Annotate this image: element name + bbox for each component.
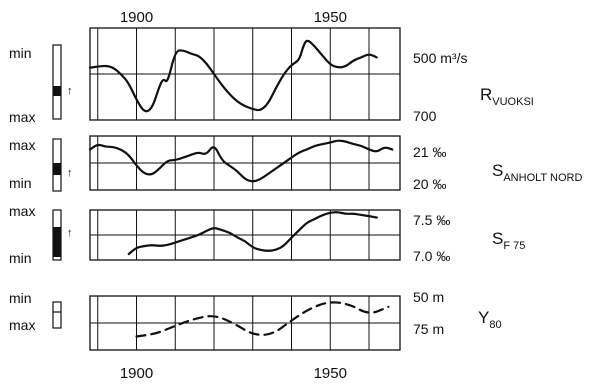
series-subscript: ANHOLT NORD [503,172,582,184]
right-label-bottom: 75 m [413,321,444,337]
left-label-top: max [9,203,35,219]
x-tick-top-1950: 1950 [314,9,347,26]
right-label-top: 50 m [413,289,444,305]
panel-s-anholt-nord: max min ↑ 21 ‰ 20 ‰ SANHOLT NORD [9,137,582,192]
x-tick-bottom-1950: 1950 [314,365,347,382]
x-tick-top-1900: 1900 [120,9,153,26]
series-letter: R [480,85,492,104]
range-indicator-fill [53,86,61,96]
series-letter: S [492,229,503,248]
x-tick-bottom-1900: 1900 [120,365,153,382]
left-label-top: min [9,45,32,61]
range-arrow: ↑ [67,85,73,97]
right-label-bottom: 7.0 ‰ [413,248,450,264]
series-name: Y80 [478,308,502,331]
range-indicator [52,44,62,120]
series-line-3 [127,211,378,256]
series-line-2 [88,139,394,183]
series-subscript: F 75 [503,240,525,252]
left-label-bottom: max [9,109,35,125]
right-label-top: 21 ‰ [413,144,446,160]
series-line-1 [88,39,378,113]
series-letter: Y [478,308,489,327]
left-label-bottom: max [9,317,35,333]
left-label-bottom: min [9,175,32,191]
series-subscript: VUOKSI [492,96,534,108]
range-indicator [52,301,62,329]
left-label-top: max [9,137,35,153]
panel-y80: min max 50 m 75 m Y80 [9,289,502,337]
panel-r-vuoksi: min max ↑ 500 m³/s 700 RVUOKSI [9,44,534,125]
panel-s-f75: max min ↑ 7.5 ‰ 7.0 ‰ SF 75 [9,203,525,266]
series-subscript: 80 [489,319,501,331]
right-label-top: 7.5 ‰ [413,212,450,228]
right-label-top: 500 m³/s [413,50,467,66]
range-indicator-fill [53,163,61,175]
series-letter: S [492,161,503,180]
right-label-bottom: 20 ‰ [413,176,446,192]
series-name: RVUOKSI [480,85,534,108]
range-indicator-fill [53,227,61,257]
range-arrow: ↑ [67,167,73,179]
series-name: SANHOLT NORD [492,161,582,184]
series-line-4 [135,301,390,338]
series-name: SF 75 [492,229,525,252]
left-label-top: min [9,290,32,306]
range-arrow: ↑ [67,227,73,239]
left-label-bottom: min [9,250,32,266]
right-label-bottom: 700 [413,108,437,124]
